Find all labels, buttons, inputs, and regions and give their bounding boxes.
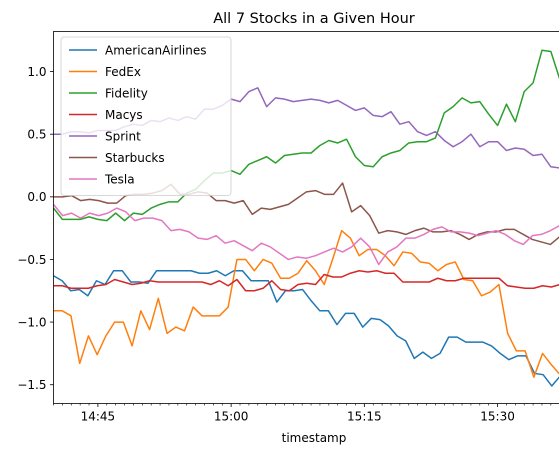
y-tick-label: 0.5	[27, 128, 46, 142]
y-tick-label: −1.5	[17, 378, 46, 392]
legend-box	[61, 37, 231, 196]
legend-label: Fidelity	[105, 86, 148, 100]
y-tick-label: −0.5	[17, 253, 46, 267]
legend-label: Sprint	[105, 129, 141, 143]
y-tick-label: −1.0	[17, 315, 46, 329]
x-tick-label: 15:30	[480, 410, 515, 424]
chart-title: All 7 Stocks in a Given Hour	[213, 11, 415, 27]
y-tick-label: 0.0	[27, 190, 46, 204]
legend: AmericanAirlines FedEx Fidelity Macys Sprint…	[61, 37, 231, 196]
legend-label: Macys	[105, 108, 143, 122]
legend-label: AmericanAirlines	[105, 43, 207, 57]
x-tick-label: 15:15	[347, 410, 382, 424]
x-tick-label: 14:45	[81, 410, 116, 424]
x-tick-label: 15:00	[214, 410, 249, 424]
y-tick-label: 1.0	[27, 65, 46, 79]
legend-label: Tesla	[104, 172, 135, 186]
x-axis-title: timestamp	[282, 431, 347, 445]
legend-label: Starbucks	[105, 151, 165, 165]
legend-label: FedEx	[105, 65, 141, 79]
